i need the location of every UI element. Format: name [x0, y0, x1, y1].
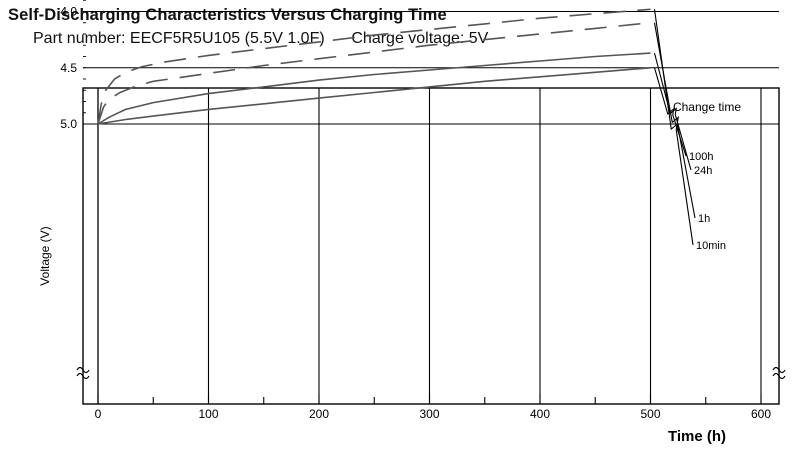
x-tick-label: 300: [419, 407, 439, 421]
x-tick-label: 200: [309, 407, 329, 421]
x-tick-label: 500: [640, 407, 660, 421]
legend-title: Change time: [673, 100, 741, 114]
chart-title: Self-Discharging Characteristics Versus …: [8, 6, 447, 24]
axis-break-mark: [76, 366, 90, 380]
y-tick-label: 5.0: [60, 117, 77, 131]
leader-line-24h: [653, 52, 692, 171]
x-tick-label: 100: [198, 407, 218, 421]
chart-subtitle: Part number: EECF5R5U105 (5.5V 1.0F) Cha…: [33, 30, 488, 48]
leader-line-1h: [653, 22, 696, 219]
series-label-10min: 10min: [696, 240, 726, 252]
axis-break-stroke: [772, 366, 786, 374]
x-tick-label: 0: [95, 407, 102, 421]
y-tick-labels: 3.03.54.04.55.0: [60, 5, 77, 132]
series-line-1h: [97, 21, 651, 125]
x-tick-label: 600: [751, 407, 771, 421]
axis-break-stroke: [76, 372, 90, 380]
series-labels: 100h 24h 1h 10min: [653, 9, 726, 252]
series-lines: [97, 8, 651, 125]
x-tick-label: 400: [530, 407, 550, 421]
series-line-100h: [97, 67, 651, 125]
series-line-24h: [97, 52, 651, 125]
y-ticks: [83, 0, 86, 125]
y-tick-label: 4.0: [60, 5, 77, 19]
leader-line-10min: [653, 9, 694, 246]
x-tick-labels: 0 100 200 300 400 500 600: [95, 407, 772, 421]
series-label-100h: 100h: [689, 151, 713, 163]
plot-frame: [82, 87, 780, 405]
y-tick-label: 4.5: [60, 61, 77, 75]
axis-break-stroke: [76, 366, 90, 374]
series-line-10min: [97, 8, 651, 125]
vertical-grid: [97, 88, 762, 404]
x-axis-label: Time (h): [668, 428, 726, 445]
x-ticks: [97, 394, 762, 404]
series-label-24h: 24h: [694, 165, 712, 177]
leader-line-100h: [653, 67, 687, 157]
y-axis-label: Voltage (V): [38, 226, 52, 285]
axis-break-mark: [772, 366, 786, 380]
series-label-1h: 1h: [698, 213, 710, 225]
axis-break-stroke: [772, 372, 786, 380]
